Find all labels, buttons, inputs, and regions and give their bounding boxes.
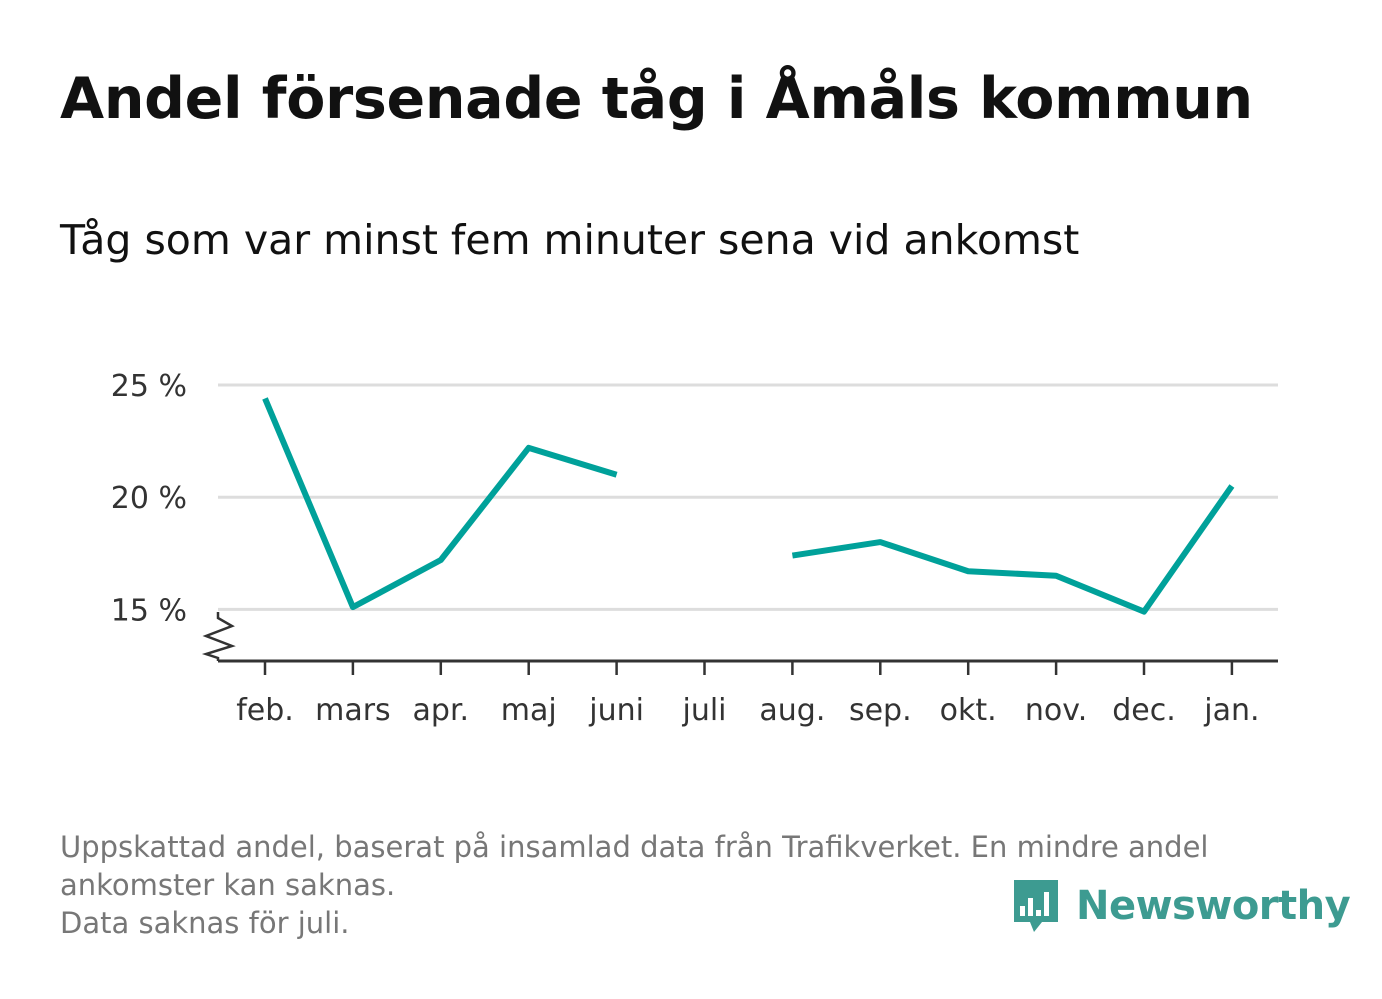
x-tick-label: juni xyxy=(588,693,644,728)
x-tick-label: juli xyxy=(681,693,726,728)
chart-subtitle: Tåg som var minst fem minuter sena vid a… xyxy=(60,216,1080,264)
newsworthy-logo: Newsworthy xyxy=(1010,876,1351,936)
x-tick-label: sep. xyxy=(849,693,912,728)
x-tick-label: jan. xyxy=(1203,693,1259,728)
x-tick-label: aug. xyxy=(759,693,825,728)
footnote-line-2: ankomster kan saknas. xyxy=(60,868,396,902)
x-tick-label: feb. xyxy=(236,693,294,728)
y-tick-label: 25 % xyxy=(111,369,187,404)
y-axis-ticks: 15 % 20 % 25 % xyxy=(111,369,187,628)
footnote: Uppskattad andel, baserat på insamlad da… xyxy=(60,828,1320,942)
y-tick-label: 20 % xyxy=(111,481,187,516)
x-axis xyxy=(201,612,1278,663)
x-tick-label: dec. xyxy=(1112,693,1176,728)
footnote-line-3: Data saknas för juli. xyxy=(60,906,350,940)
y-tick-label: 15 % xyxy=(111,593,187,628)
x-tick-label: nov. xyxy=(1025,693,1087,728)
series-line xyxy=(791,484,1235,615)
axis-break-icon xyxy=(201,612,236,661)
line-chart: 15 % 20 % 25 % feb. mars apr. maj juni juli aug.… xyxy=(111,369,1278,728)
x-tick-label: mars xyxy=(315,693,391,728)
x-axis-ticks: feb. mars apr. maj juni juli aug. sep. okt. nov. d… xyxy=(236,661,1260,728)
bar-chart-speech-bubble-icon xyxy=(1014,880,1058,932)
series-line xyxy=(262,397,618,611)
gridlines xyxy=(218,383,1278,611)
brand-name: Newsworthy xyxy=(1076,883,1351,929)
x-tick-label: apr. xyxy=(413,693,470,728)
x-tick-label: maj xyxy=(501,693,557,728)
x-tick-label: okt. xyxy=(940,693,997,728)
data-series xyxy=(262,397,1235,615)
chart-title: Andel försenade tåg i Åmåls kommun xyxy=(60,66,1253,132)
footnote-line-1: Uppskattad andel, baserat på insamlad da… xyxy=(60,830,1209,864)
